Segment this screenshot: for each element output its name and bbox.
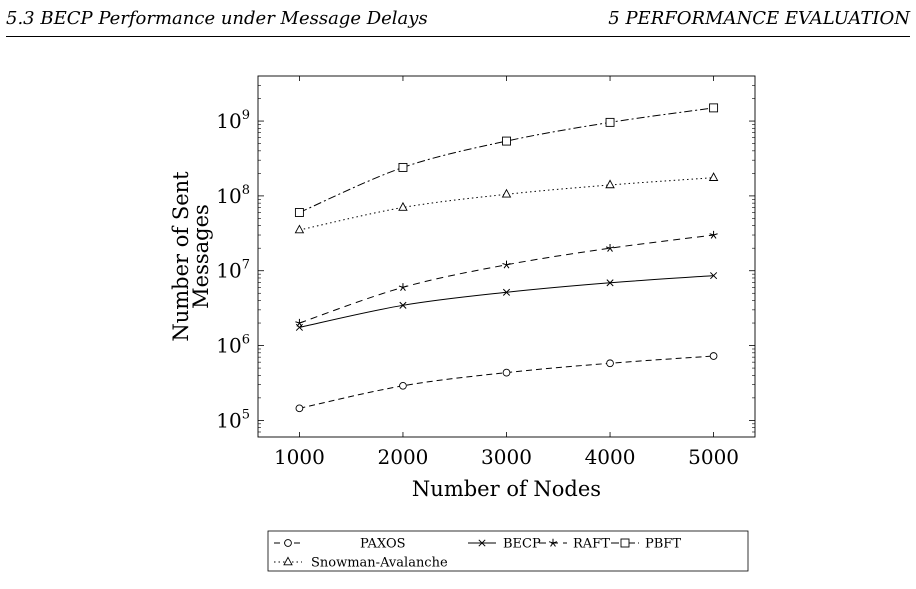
data-point-snowman-avalanche — [501, 188, 512, 198]
header-rule — [6, 36, 910, 37]
data-point-becp — [399, 301, 407, 309]
chapter-title: 5 PERFORMANCE EVALUATION — [608, 8, 910, 29]
series-line-paxos — [299, 355, 714, 409]
data-point-paxos — [502, 368, 511, 377]
legend-label: BECP — [503, 537, 541, 552]
legend-entry-pbft: PBFT — [611, 537, 681, 552]
data-point-pbft — [605, 117, 615, 127]
data-point-becp — [606, 279, 614, 287]
legend-entry-snowman-avalanche: Snowman-Avalanche — [274, 556, 448, 571]
data-point-raft — [398, 283, 408, 292]
x-tick-label: 2000 — [378, 445, 429, 469]
plot-frame — [257, 75, 756, 438]
data-point-paxos — [709, 352, 718, 360]
y-tick-label: 108 — [216, 183, 250, 208]
data-point-snowman-avalanche — [708, 172, 719, 181]
legend-entry-raft: RAFT — [539, 537, 610, 552]
y-axis-label: Number of SentMessages — [169, 171, 213, 342]
legend-label: PAXOS — [360, 537, 406, 552]
data-point-raft — [295, 318, 304, 327]
data-point-raft — [502, 260, 511, 269]
axes: 1000 2000 3000 4000 5000 105 106 107 108 109 Numbe… — [169, 75, 756, 501]
section-title: 5.3 BECP Performance under Message Delay… — [6, 8, 428, 29]
data-point-snowman-avalanche — [605, 179, 615, 189]
data-point-snowman-avalanche — [294, 224, 305, 234]
legend-marker-becp — [478, 539, 486, 547]
x-tick-label: 4000 — [585, 445, 636, 469]
data-point-raft — [709, 230, 718, 239]
series-lines — [294, 103, 719, 413]
legend-label: RAFT — [573, 537, 610, 552]
data-point-pbft — [398, 162, 408, 172]
legend-entry-becp: BECP — [468, 537, 541, 552]
legend-box — [267, 530, 749, 572]
data-point-becp — [710, 272, 718, 280]
running-header: 5.3 BECP Performance under Message Delay… — [6, 8, 910, 32]
y-tick-label: 106 — [216, 333, 250, 358]
data-point-pbft — [502, 136, 511, 146]
legend-marker-pbft — [620, 538, 630, 548]
legend-marker-raft — [548, 538, 558, 547]
y-tick-label: 105 — [216, 407, 250, 432]
data-point-pbft — [294, 208, 304, 217]
legend-label: PBFT — [645, 537, 681, 552]
data-point-paxos — [295, 404, 304, 413]
legend-marker-snowman-avalanche — [283, 556, 293, 566]
data-point-paxos — [606, 359, 614, 368]
legend-label: Snowman-Avalanche — [311, 556, 448, 571]
data-point-raft — [605, 243, 615, 252]
x-axis-label: Number of Nodes — [412, 477, 601, 501]
data-point-pbft — [709, 103, 719, 113]
legend: PAXOS BECP RAFT PBFT Snowman-Avalanche — [267, 530, 749, 572]
series-snowman-avalanche — [294, 172, 719, 234]
legend-entry-paxos: PAXOS — [274, 537, 406, 552]
series-pbft — [294, 103, 719, 217]
x-tick-label: 3000 — [481, 445, 532, 469]
series-line-snowman-avalanche — [299, 177, 714, 231]
x-tick-label: 5000 — [688, 445, 739, 469]
y-tick-label: 107 — [216, 258, 250, 283]
series-line-becp — [299, 275, 714, 328]
x-tick-label: 1000 — [274, 445, 325, 469]
data-point-paxos — [399, 381, 407, 390]
series-line-raft — [299, 234, 714, 324]
series-paxos — [295, 352, 718, 413]
series-raft — [295, 230, 718, 327]
data-point-snowman-avalanche — [398, 201, 408, 211]
data-point-becp — [502, 288, 511, 296]
y-tick-label: 109 — [216, 108, 250, 133]
legend-marker-paxos — [284, 539, 292, 547]
